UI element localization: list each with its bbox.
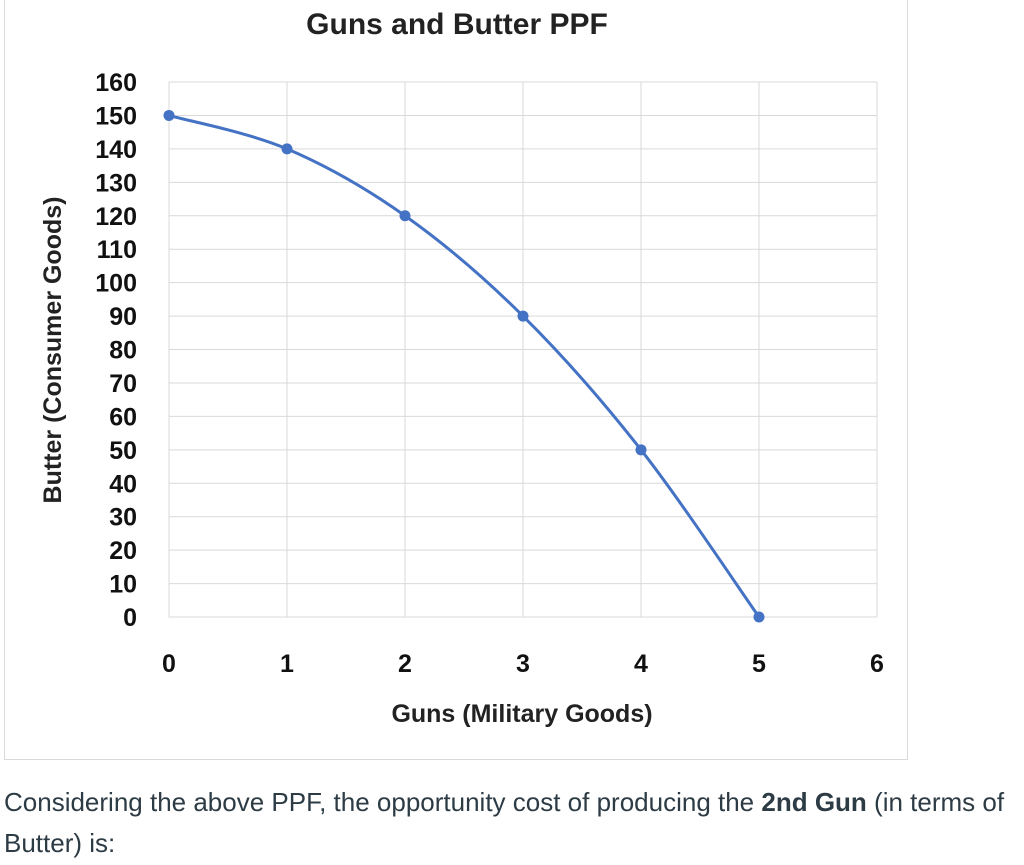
y-tick-label: 50 — [109, 437, 137, 465]
y-tick-label: 70 — [109, 370, 137, 398]
y-tick-label: 160 — [95, 69, 137, 97]
data-point — [281, 143, 293, 155]
ppf-chart: Guns and Butter PPF Butter (Consumer Goo… — [39, 8, 884, 728]
y-axis-title: Butter (Consumer Goods) — [39, 197, 67, 504]
y-tick-label: 120 — [95, 203, 137, 231]
data-point — [635, 444, 647, 456]
ppf-curve — [168, 113, 761, 618]
chart-title: Guns and Butter PPF — [306, 8, 608, 41]
x-tick-label: 1 — [280, 650, 294, 678]
x-tick-label: 3 — [516, 650, 530, 678]
y-tick-label: 90 — [109, 303, 137, 331]
x-tick-label: 5 — [752, 650, 766, 678]
question-text-end: (in terms of Butter) is: — [4, 787, 1005, 858]
x-tick-label: 6 — [870, 650, 884, 678]
y-tick-label: 20 — [109, 537, 137, 565]
y-tick-label: 130 — [95, 169, 137, 197]
y-tick-label: 0 — [123, 604, 137, 632]
x-axis-title: Guns (Military Goods) — [391, 700, 652, 728]
x-tick-label: 4 — [634, 650, 648, 678]
y-axis-ticks: 0 10 20 30 40 50 60 70 80 90 100 110 120 130 140 150 160 — [95, 69, 137, 632]
y-tick-label: 80 — [109, 337, 137, 365]
data-point — [399, 210, 411, 222]
chart-frame: Guns and Butter PPF Butter (Consumer Goo… — [4, 0, 908, 760]
x-tick-label: 2 — [398, 650, 412, 678]
y-tick-label: 40 — [109, 470, 137, 498]
question-text: Considering the above PPF, the opportuni… — [4, 782, 1014, 864]
gridlines — [168, 81, 878, 618]
data-point — [517, 310, 529, 322]
series-layer — [163, 109, 765, 623]
data-point — [163, 109, 175, 121]
x-axis-ticks: 0 1 2 3 4 5 6 — [162, 650, 884, 678]
x-tick-label: 0 — [162, 650, 176, 678]
y-tick-label: 10 — [109, 571, 137, 599]
question-emphasis: 2nd Gun — [761, 787, 867, 817]
y-tick-label: 110 — [97, 236, 137, 264]
data-point — [753, 611, 765, 623]
y-tick-label: 100 — [95, 270, 137, 298]
y-tick-label: 60 — [109, 403, 137, 431]
y-tick-label: 150 — [95, 102, 137, 130]
y-tick-label: 140 — [95, 136, 137, 164]
y-tick-label: 30 — [109, 504, 137, 532]
question-text-start: Considering the above PPF, the opportuni… — [4, 787, 762, 817]
